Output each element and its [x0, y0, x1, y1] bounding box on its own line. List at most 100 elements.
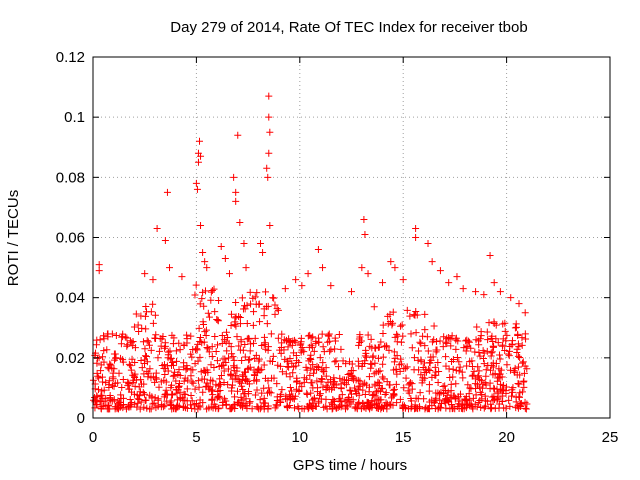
data-point	[293, 377, 301, 385]
data-point	[267, 389, 275, 397]
data-point	[430, 322, 438, 330]
data-point	[423, 405, 431, 413]
data-point	[276, 362, 284, 370]
data-point	[273, 393, 281, 401]
data-point	[490, 320, 498, 328]
data-point	[124, 382, 132, 390]
axis-ticks	[92, 56, 611, 419]
data-point	[393, 399, 401, 407]
data-point	[499, 341, 507, 349]
data-point	[521, 404, 529, 412]
data-point	[239, 386, 247, 394]
data-point	[227, 405, 235, 413]
data-point	[235, 375, 243, 383]
data-point	[246, 347, 254, 355]
data-point	[236, 313, 244, 321]
data-point	[424, 347, 432, 355]
data-point	[290, 349, 298, 357]
data-point	[133, 391, 141, 399]
data-point	[330, 397, 338, 405]
data-point	[520, 369, 528, 377]
data-point	[307, 356, 315, 364]
data-point	[391, 264, 399, 272]
data-point	[123, 342, 131, 350]
data-point	[506, 402, 514, 410]
data-point	[361, 390, 369, 398]
data-point	[245, 335, 253, 343]
data-point	[410, 366, 418, 374]
data-point	[303, 375, 311, 383]
data-point	[241, 302, 249, 310]
data-point	[149, 319, 157, 327]
data-point	[382, 389, 390, 397]
data-point	[473, 323, 481, 331]
data-point	[496, 355, 504, 363]
data-point	[292, 378, 300, 386]
data-point	[166, 355, 174, 363]
data-point	[327, 282, 335, 290]
data-point	[335, 402, 343, 410]
data-point	[188, 353, 196, 361]
data-point	[313, 362, 321, 370]
data-point	[315, 364, 323, 372]
data-point	[342, 402, 350, 410]
data-point	[387, 258, 395, 266]
data-point	[129, 342, 137, 350]
data-point	[239, 403, 247, 411]
data-point	[161, 402, 169, 410]
data-point	[443, 395, 451, 403]
data-point	[95, 374, 103, 382]
data-point	[152, 369, 160, 377]
y-tick-label: 0	[77, 410, 85, 427]
data-point	[379, 330, 387, 338]
data-point	[170, 371, 178, 379]
data-point	[406, 312, 414, 320]
data-point	[458, 368, 466, 376]
data-point	[322, 382, 330, 390]
data-point	[400, 384, 408, 392]
data-point	[243, 319, 251, 327]
data-point	[421, 326, 429, 334]
data-point	[116, 403, 124, 411]
data-point	[358, 264, 366, 272]
data-point	[390, 358, 398, 366]
data-point	[270, 374, 278, 382]
data-point	[197, 152, 205, 160]
data-point	[255, 357, 263, 365]
data-point	[469, 371, 477, 379]
data-point	[322, 372, 330, 380]
data-point	[389, 401, 397, 409]
data-point	[377, 338, 385, 346]
data-point	[393, 330, 401, 338]
data-point	[205, 348, 213, 356]
data-point	[201, 287, 209, 295]
data-point	[136, 388, 144, 396]
data-point	[258, 366, 266, 374]
data-point	[398, 321, 406, 329]
data-point	[376, 367, 384, 375]
data-point	[143, 404, 151, 412]
data-point	[144, 373, 152, 381]
data-point	[337, 384, 345, 392]
data-point	[183, 362, 191, 370]
data-point	[224, 333, 232, 341]
data-point	[139, 389, 147, 397]
data-point	[518, 359, 526, 367]
data-point	[314, 384, 322, 392]
data-point	[307, 364, 315, 372]
data-point	[483, 347, 491, 355]
data-point	[495, 374, 503, 382]
data-point	[477, 332, 485, 340]
data-point	[134, 399, 142, 407]
data-point	[244, 365, 252, 373]
data-point	[239, 305, 247, 313]
data-point	[504, 350, 512, 358]
data-point	[348, 374, 356, 382]
data-point	[141, 390, 149, 398]
data-point	[176, 346, 184, 354]
data-point	[511, 324, 519, 332]
data-point	[166, 347, 174, 355]
data-point	[283, 395, 291, 403]
data-point	[364, 270, 372, 278]
data-point	[187, 350, 195, 358]
